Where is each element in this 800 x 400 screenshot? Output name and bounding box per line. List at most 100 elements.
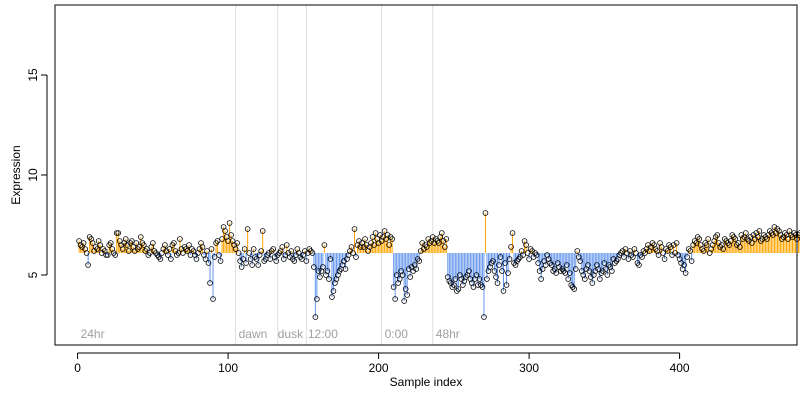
data-point: [207, 280, 213, 286]
data-point: [470, 284, 477, 290]
data-point: [258, 248, 264, 254]
x-tick-label: 200: [369, 361, 389, 375]
data-point: [112, 252, 119, 258]
data-point: [113, 230, 120, 236]
data-point: [157, 256, 164, 262]
data-point: [475, 282, 481, 288]
data-point: [658, 244, 665, 250]
data-point: [270, 246, 277, 252]
data-point: [584, 262, 591, 268]
data-point: [655, 252, 662, 258]
data-point: [94, 246, 100, 252]
region-labels-layer: 24hr dawn dusk 12:00 0:00 48hr: [81, 327, 460, 341]
data-point: [235, 250, 242, 256]
data-point: [497, 254, 504, 260]
x-axis: 0 100 200 300 400: [74, 352, 690, 375]
data-point: [705, 236, 712, 242]
data-point: [696, 236, 702, 242]
data-point: [253, 256, 260, 262]
data-point: [535, 260, 541, 266]
data-point: [526, 256, 532, 262]
data-point: [673, 240, 680, 246]
data-point: [595, 266, 602, 272]
data-point: [315, 268, 322, 274]
data-point: [103, 252, 109, 258]
data-point: [97, 242, 103, 248]
data-point: [502, 260, 508, 266]
data-point: [399, 272, 406, 278]
data-point: [324, 268, 331, 274]
y-tick-label: 5: [26, 271, 40, 278]
data-point: [140, 242, 147, 248]
data-point: [166, 246, 173, 252]
data-point: [571, 286, 578, 292]
data-point: [353, 254, 359, 260]
data-point: [168, 256, 174, 262]
data-point: [687, 248, 693, 254]
data-point: [147, 250, 153, 256]
data-point: [500, 288, 507, 294]
stems-layer: [78, 213, 800, 317]
y-axis: 5 10 15: [26, 68, 48, 278]
data-point: [664, 248, 671, 254]
data-point: [484, 276, 490, 282]
points-layer: [76, 210, 800, 320]
data-point: [506, 256, 513, 262]
data-point: [247, 256, 254, 262]
data-point: [589, 280, 596, 286]
data-point: [351, 226, 358, 232]
data-point: [565, 276, 572, 282]
data-point: [320, 264, 326, 270]
data-point: [321, 242, 328, 248]
data-point: [481, 314, 487, 320]
data-point: [621, 254, 627, 260]
data-point: [219, 236, 225, 242]
data-point: [255, 262, 261, 268]
data-point: [283, 242, 290, 248]
y-axis-title: Expression: [9, 145, 23, 204]
data-point: [727, 238, 734, 244]
data-point: [700, 248, 707, 254]
data-point: [205, 260, 212, 266]
x-tick-label: 300: [519, 361, 539, 375]
dividers-layer: [235, 5, 434, 345]
data-point: [267, 256, 274, 262]
data-point: [482, 210, 489, 216]
data-point: [443, 236, 450, 242]
data-point: [348, 244, 355, 250]
data-point: [743, 230, 749, 236]
data-point: [499, 268, 505, 274]
data-point: [273, 258, 280, 264]
data-point: [259, 228, 266, 234]
data-point: [416, 258, 423, 264]
data-point: [542, 262, 549, 268]
data-point: [288, 248, 295, 254]
data-point: [243, 260, 249, 266]
data-point: [193, 256, 200, 262]
data-point: [184, 248, 191, 254]
data-point: [244, 226, 251, 232]
data-point: [317, 274, 323, 280]
data-point: [202, 256, 209, 262]
data-point: [785, 236, 791, 242]
data-point: [755, 234, 761, 240]
data-point: [494, 280, 501, 286]
data-point: [572, 266, 579, 272]
data-point: [232, 246, 239, 252]
data-point: [133, 240, 140, 246]
data-point: [115, 230, 122, 236]
region-label: 0:00: [385, 327, 409, 341]
data-point: [150, 240, 156, 246]
data-point: [369, 234, 376, 240]
data-point: [435, 240, 442, 246]
plot-frame: [54, 4, 798, 346]
data-point: [714, 232, 721, 238]
data-point: [393, 272, 400, 278]
data-point: [83, 250, 90, 256]
data-point: [80, 240, 87, 246]
data-point: [381, 228, 388, 234]
data-point: [180, 250, 186, 256]
data-point: [496, 262, 502, 268]
data-point: [217, 258, 224, 264]
x-axis-title: Sample index: [390, 375, 463, 389]
